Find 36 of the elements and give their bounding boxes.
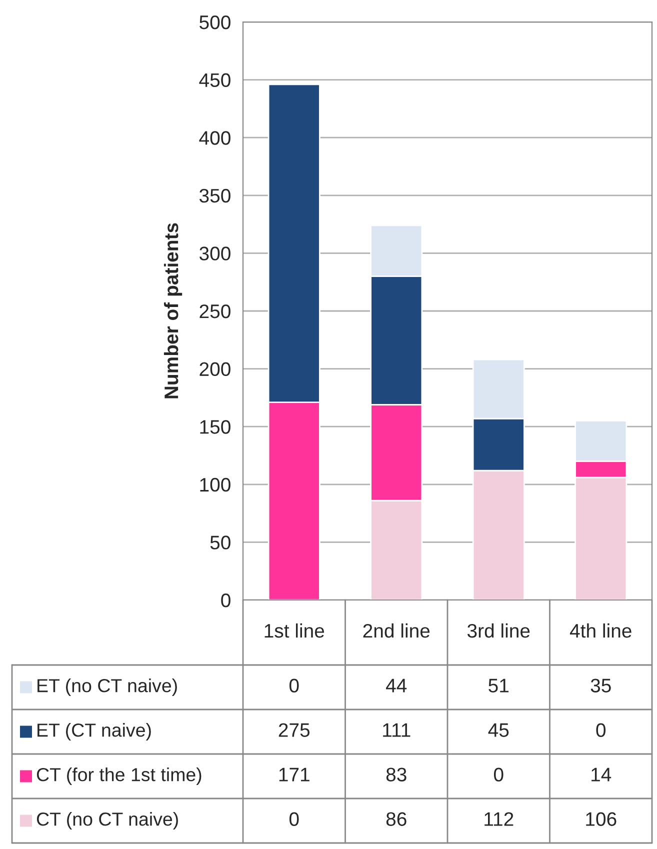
y-tick-label: 450: [199, 73, 230, 88]
legend-label: ET (CT naive): [38, 723, 151, 740]
data-label: 111: [383, 723, 410, 737]
data-label: 86: [386, 812, 406, 826]
x-tick-label: 3rd line: [467, 623, 530, 638]
data-label: 0: [596, 723, 606, 737]
x-tick-label: 2nd line: [363, 623, 430, 638]
y-tick-label: 50: [210, 536, 230, 550]
data-label: 0: [289, 678, 299, 692]
y-tick-label: 250: [200, 304, 230, 318]
x-tick-label: 4th line: [570, 623, 632, 638]
data-label: 51: [488, 678, 508, 692]
legend-label: ET (no CT naive): [38, 678, 177, 696]
y-tick-label: 100: [200, 478, 230, 492]
y-tick-label: 200: [200, 362, 230, 376]
y-tick-label: 300: [199, 246, 230, 260]
data-label: 0: [494, 768, 504, 782]
legend-label: CT (no CT naive): [36, 812, 178, 830]
data-label: 83: [386, 768, 406, 782]
y-axis-title: Number of patients: [164, 223, 182, 398]
data-label: 35: [590, 678, 611, 692]
y-tick-label: 500: [200, 15, 230, 30]
x-tick-label: 1st line: [264, 623, 324, 638]
legend-label: CT (for the 1st time): [36, 768, 202, 785]
data-label: 275: [278, 723, 310, 737]
y-tick-label: 400: [199, 131, 230, 145]
y-tick-label: 150: [200, 420, 230, 434]
data-label: 171: [279, 768, 310, 782]
data-label: 45: [488, 723, 509, 737]
data-label: 112: [484, 812, 514, 826]
data-label: 14: [592, 768, 612, 782]
data-label: 106: [586, 812, 616, 826]
data-label: 44: [386, 678, 407, 692]
y-tick-label: 350: [199, 188, 230, 203]
y-tick-label: 0: [221, 593, 230, 608]
data-label: 0: [289, 812, 299, 826]
